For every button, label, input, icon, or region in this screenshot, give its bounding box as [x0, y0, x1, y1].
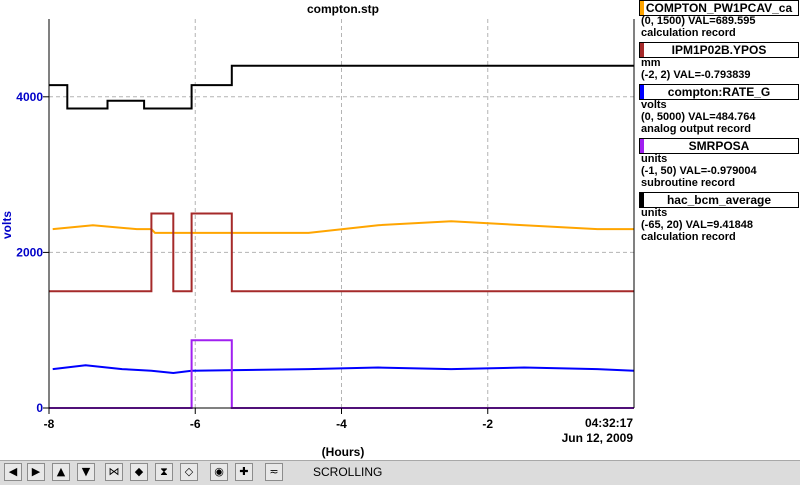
- x-tick-label: -8: [44, 417, 55, 431]
- legend-range-value: (-1, 50) VAL=-0.979004: [641, 165, 757, 177]
- y-tick-label: 0: [36, 401, 43, 415]
- zoom-in-y-icon[interactable]: ⧗: [155, 463, 173, 481]
- legend-entry-1[interactable]: COMPTON_PW1PCAV_ca: [639, 0, 799, 16]
- series-line-1: [52, 220, 634, 234]
- legend-series-name: COMPTON_PW1PCAV_ca: [645, 1, 793, 15]
- series-line-3: [52, 364, 635, 375]
- legend: COMPTON_PW1PCAV_ca (0, 1500) VAL=689.595 c…: [639, 0, 800, 460]
- legend-entry-4[interactable]: SMRPOSA: [639, 138, 799, 154]
- legend-entry-5[interactable]: hac_bcm_average: [639, 192, 799, 208]
- x-tick-label: -6: [190, 417, 201, 431]
- arrow-down-icon[interactable]: ▼: [77, 463, 95, 481]
- y-axis-label: volts: [0, 211, 14, 239]
- legend-units: mm: [641, 57, 661, 69]
- y-tick-label: 2000: [16, 245, 43, 259]
- add-icon[interactable]: ✚: [235, 463, 253, 481]
- legend-entry-3[interactable]: compton:RATE_G: [639, 84, 799, 100]
- end-time-label: 04:32:17: [585, 416, 633, 430]
- series-group: [49, 64, 635, 409]
- end-date-label: Jun 12, 2009: [562, 431, 634, 445]
- zoom-in-x-icon[interactable]: ⋈: [105, 463, 123, 481]
- legend-range-value: (0, 1500) VAL=689.595: [641, 15, 756, 27]
- legend-series-name: hac_bcm_average: [666, 193, 772, 207]
- status-text: SCROLLING: [313, 465, 383, 479]
- legend-swatch: [640, 139, 644, 153]
- legend-units: volts: [641, 99, 667, 111]
- x-tick-label: -2: [482, 417, 493, 431]
- legend-series-name: SMRPOSA: [688, 139, 750, 153]
- series-line-2: [49, 212, 634, 293]
- legend-units: units: [641, 207, 668, 219]
- legend-entry-2[interactable]: IPM1P02B.YPOS: [639, 42, 799, 58]
- x-tick-label: -4: [336, 417, 347, 431]
- strip-chart[interactable]: compton.stp -8 -6 -4 -2 0 2000 4000 volts (Hou…: [0, 0, 800, 460]
- x-axis-label: (Hours): [322, 445, 365, 459]
- grid: [48, 19, 634, 409]
- legend-series-name: compton:RATE_G: [667, 85, 771, 99]
- arrow-up-icon[interactable]: ▲: [52, 463, 70, 481]
- axes: -8 -6 -4 -2 0 2000 4000: [16, 19, 635, 431]
- legend-units: units: [641, 153, 668, 165]
- legend-series-name: IPM1P02B.YPOS: [671, 43, 767, 57]
- legend-record-type: analog output record: [641, 123, 751, 135]
- legend-swatch: [640, 43, 644, 57]
- legend-range-value: (-2, 2) VAL=-0.793839: [641, 69, 751, 81]
- legend-swatch: [640, 193, 644, 207]
- zoom-out-x-icon[interactable]: ◆: [130, 463, 148, 481]
- y-tick-label: 4000: [16, 90, 43, 104]
- legend-range-value: (-65, 20) VAL=9.41848: [641, 219, 753, 231]
- toolbar: ◀ ▶ ▲ ▼ ⋈ ◆ ⧗ ◇ ◉ ✚ ≂ SCROLLING: [0, 460, 800, 485]
- chart-title: compton.stp: [307, 2, 379, 16]
- legend-record-type: calculation record: [641, 27, 736, 39]
- legend-record-type: subroutine record: [641, 177, 736, 189]
- legend-swatch: [640, 1, 644, 15]
- scroll-toggle-icon[interactable]: ≂: [265, 463, 283, 481]
- reset-icon[interactable]: ◉: [210, 463, 228, 481]
- legend-range-value: (0, 5000) VAL=484.764: [641, 111, 756, 123]
- legend-record-type: calculation record: [641, 231, 736, 243]
- arrow-right-icon[interactable]: ▶: [27, 463, 45, 481]
- arrow-left-icon[interactable]: ◀: [4, 463, 22, 481]
- legend-swatch: [640, 85, 644, 99]
- series-line-5: [49, 64, 634, 110]
- zoom-out-y-icon[interactable]: ◇: [180, 463, 198, 481]
